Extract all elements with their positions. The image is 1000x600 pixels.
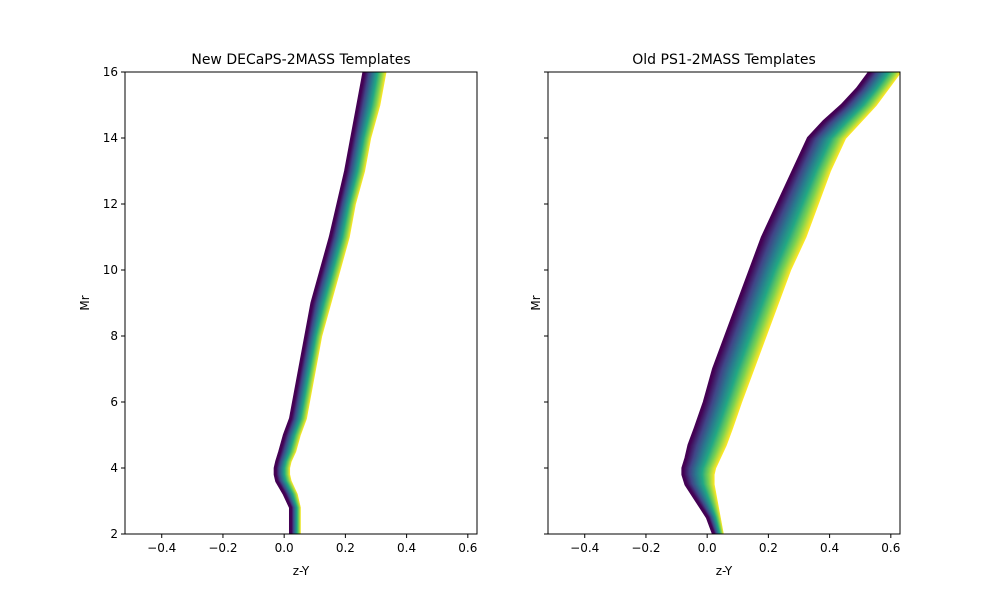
x-tick-label: −0.4 bbox=[570, 541, 599, 555]
x-tick-label: 0.4 bbox=[820, 541, 839, 555]
x-tick-label: −0.2 bbox=[631, 541, 660, 555]
x-axis-ticks: −0.4 −0.2 0.0 0.2 0.4 0.6 bbox=[147, 534, 477, 555]
template-curve bbox=[283, 72, 381, 534]
axes-frame bbox=[547, 71, 901, 535]
x-axis-ticks: −0.4 −0.2 0.0 0.2 0.4 0.6 bbox=[570, 534, 900, 555]
template-curve bbox=[285, 72, 384, 534]
right-panel: Old PS1-2MASS Templates −0.4 −0.2 0.0 0.2 0.… bbox=[529, 52, 901, 578]
y-tick-label: 2 bbox=[110, 527, 118, 541]
y-tick-label: 12 bbox=[103, 197, 118, 211]
template-curve bbox=[284, 72, 382, 534]
template-curve bbox=[287, 72, 387, 534]
template-curve bbox=[285, 72, 384, 534]
template-band bbox=[681, 72, 900, 534]
template-curve bbox=[691, 72, 881, 534]
y-axis-label: Mr bbox=[529, 295, 543, 310]
y-tick-label: 14 bbox=[103, 131, 118, 145]
template-curve bbox=[702, 72, 892, 534]
template-curve bbox=[286, 72, 385, 534]
x-axis-label: z-Y bbox=[716, 564, 733, 578]
x-axis-label: z-Y bbox=[293, 564, 310, 578]
y-axis-ticks: 2 4 6 8 10 12 14 16 bbox=[103, 65, 125, 541]
template-curve bbox=[286, 72, 385, 534]
template-curve bbox=[701, 72, 891, 534]
x-tick-label: 0.2 bbox=[759, 541, 778, 555]
y-tick-label: 16 bbox=[103, 65, 118, 79]
template-curve bbox=[703, 72, 893, 534]
template-curve bbox=[696, 72, 886, 534]
template-curve bbox=[698, 72, 888, 534]
left-panel: New DECaPS-2MASS Templates −0.4 −0.2 0.0 0.… bbox=[78, 52, 478, 578]
y-tick-label: 10 bbox=[103, 263, 118, 277]
template-curve bbox=[284, 72, 383, 534]
template-curve bbox=[699, 72, 889, 534]
x-tick-label: −0.2 bbox=[208, 541, 237, 555]
y-tick-label: 8 bbox=[110, 329, 118, 343]
template-curve bbox=[692, 72, 882, 534]
template-curve bbox=[681, 72, 871, 534]
panel-title: Old PS1-2MASS Templates bbox=[632, 52, 816, 68]
template-curve bbox=[698, 72, 889, 534]
template-curve bbox=[689, 72, 879, 534]
template-curve bbox=[694, 72, 884, 534]
x-tick-label: 0.6 bbox=[881, 541, 900, 555]
x-tick-label: 0.0 bbox=[698, 541, 717, 555]
x-tick-label: −0.4 bbox=[147, 541, 176, 555]
template-curve bbox=[693, 72, 883, 534]
template-curve bbox=[695, 72, 885, 534]
y-tick-label: 4 bbox=[110, 461, 118, 475]
template-curve bbox=[273, 72, 366, 534]
template-curve bbox=[283, 72, 381, 534]
x-tick-label: 0.4 bbox=[397, 541, 416, 555]
template-curve bbox=[692, 72, 882, 534]
x-tick-label: 0.0 bbox=[275, 541, 294, 555]
template-curve bbox=[702, 72, 892, 534]
template-curve bbox=[697, 72, 887, 534]
panel-title: New DECaPS-2MASS Templates bbox=[191, 52, 410, 68]
template-band bbox=[273, 72, 387, 534]
y-tick-label: 6 bbox=[110, 395, 118, 409]
template-curve bbox=[690, 72, 880, 534]
axes-frame bbox=[124, 71, 478, 535]
template-curve bbox=[285, 72, 383, 534]
template-curve bbox=[695, 72, 885, 534]
template-curve bbox=[706, 72, 896, 534]
x-tick-label: 0.6 bbox=[458, 541, 477, 555]
x-tick-label: 0.2 bbox=[336, 541, 355, 555]
y-axis-label: Mr bbox=[78, 295, 92, 310]
template-curve bbox=[689, 72, 879, 534]
template-curve bbox=[705, 72, 895, 534]
y-axis-ticks bbox=[544, 71, 548, 535]
template-curve bbox=[704, 72, 894, 534]
template-curve bbox=[705, 72, 895, 534]
template-curve bbox=[284, 72, 382, 534]
template-curve bbox=[700, 72, 890, 534]
